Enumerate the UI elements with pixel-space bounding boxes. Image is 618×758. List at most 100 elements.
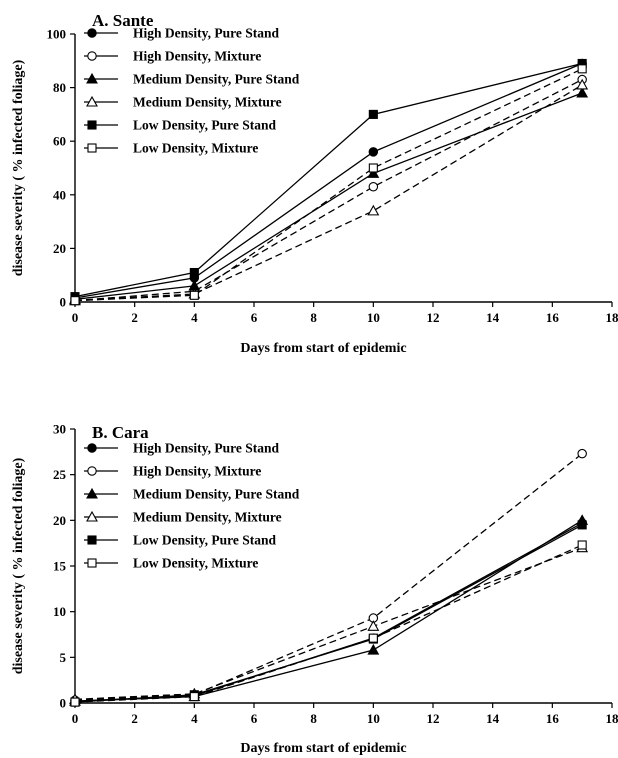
y-axis-label: disease severity ( % infected foliage) [11, 457, 26, 674]
series-line [74, 62, 583, 299]
series-4 [69, 78, 589, 306]
legend-label: Low Density, Mixture [133, 556, 258, 571]
legend-label: High Density, Mixture [133, 49, 261, 64]
series-line [74, 92, 583, 300]
y-tick-label: 15 [53, 559, 67, 574]
legend-marker [87, 143, 97, 153]
x-tick-label: 2 [131, 711, 138, 726]
legend-label: Medium Density, Pure Stand [133, 72, 300, 87]
y-tick-label: 80 [53, 80, 66, 95]
series-line [74, 524, 583, 703]
y-tick-label: 5 [60, 650, 67, 665]
chart-title: B. Cara [92, 423, 149, 442]
data-point [577, 64, 587, 74]
series-line [74, 547, 583, 700]
data-point [368, 182, 379, 192]
y-tick-label: 100 [47, 27, 67, 42]
y-tick-label: 0 [60, 295, 67, 310]
legend-marker [86, 72, 98, 84]
series-line [74, 544, 583, 703]
x-tick-label: 2 [131, 310, 138, 325]
y-tick-label: 0 [60, 696, 67, 711]
chart-panel-1: 0 20 40 60 80 100 0 2 4 6 8 10 12 14 16 18 Days from sta… [11, 11, 618, 356]
legend-marker [86, 487, 98, 499]
x-axis-label: Days from start of epidemic [240, 341, 406, 356]
series-2 [70, 74, 587, 306]
y-tick-label: 60 [53, 134, 66, 149]
legend-label: Low Density, Pure Stand [133, 118, 277, 133]
x-tick-label: 10 [367, 711, 380, 726]
x-tick-label: 10 [367, 310, 380, 325]
series-line [74, 78, 583, 302]
legend-label: High Density, Mixture [133, 464, 261, 479]
x-tick-label: 6 [251, 310, 258, 325]
y-tick-label: 20 [53, 241, 66, 256]
y-tick-label: 20 [53, 513, 66, 528]
data-point [189, 692, 199, 702]
legend-marker [87, 28, 97, 38]
x-tick-label: 4 [191, 310, 198, 325]
legend-label: High Density, Pure Stand [133, 26, 280, 41]
legend-marker [87, 443, 97, 453]
data-point [70, 697, 80, 707]
x-tick-label: 18 [606, 711, 618, 726]
data-point [367, 204, 380, 216]
legend: High Density, Pure Stand High Density, Mi… [84, 26, 300, 156]
data-point [368, 109, 378, 119]
legend-marker [87, 535, 97, 545]
x-tick-label: 12 [427, 310, 440, 325]
legend-label: Medium Density, Mixture [133, 510, 282, 525]
chart-title: A. Sante [92, 11, 154, 30]
legend-label: Medium Density, Mixture [133, 95, 282, 110]
data-point [70, 296, 80, 306]
data-point [576, 86, 589, 98]
x-tick-label: 14 [486, 711, 500, 726]
series-line [74, 62, 583, 298]
legend-label: Low Density, Mixture [133, 141, 258, 156]
x-tick-label: 16 [546, 310, 560, 325]
series-line [74, 522, 583, 702]
series-line [74, 68, 583, 302]
x-tick-label: 8 [310, 711, 317, 726]
data-point [367, 643, 380, 655]
data-point [189, 290, 199, 300]
x-tick-label: 8 [310, 310, 317, 325]
x-tick-label: 0 [72, 711, 79, 726]
data-point [367, 167, 380, 178]
legend-label: Medium Density, Pure Stand [133, 487, 300, 502]
legend: High Density, Pure Stand High Density, Mi… [84, 441, 300, 571]
series-line [74, 84, 583, 302]
y-tick-label: 40 [53, 187, 66, 202]
data-point [577, 448, 587, 459]
data-point [368, 633, 378, 643]
series-line [74, 453, 583, 701]
x-tick-label: 12 [427, 711, 440, 726]
data-point [189, 267, 199, 278]
legend-label: High Density, Pure Stand [133, 441, 280, 456]
data-point [576, 78, 589, 90]
series-6 [70, 64, 587, 306]
legend-marker [87, 51, 97, 61]
data-point [367, 620, 380, 631]
x-tick-label: 16 [546, 711, 560, 726]
series-6 [70, 540, 587, 707]
legend-marker [87, 466, 97, 476]
legend-label: Low Density, Pure Stand [133, 533, 277, 548]
series-5 [70, 520, 587, 707]
y-axis-label: disease severity ( % infected foliage) [11, 59, 26, 276]
legend-marker [86, 510, 98, 522]
data-point [368, 163, 378, 173]
x-tick-label: 4 [191, 711, 198, 726]
chart-panel-2: 0 5 10 15 20 25 30 0 2 4 6 8 10 12 14 16 18 Days from sta… [11, 422, 618, 757]
y-tick-label: 10 [53, 604, 66, 619]
x-tick-label: 0 [72, 310, 79, 325]
legend-marker [87, 120, 97, 130]
legend-marker [86, 95, 98, 107]
x-tick-label: 18 [606, 310, 618, 325]
data-point [577, 520, 587, 530]
x-tick-label: 14 [486, 310, 500, 325]
series-3 [69, 86, 589, 304]
y-tick-label: 25 [53, 467, 67, 482]
x-tick-label: 6 [251, 711, 258, 726]
